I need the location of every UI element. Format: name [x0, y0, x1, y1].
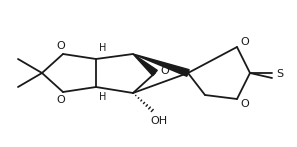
Text: S: S: [277, 69, 284, 79]
Polygon shape: [133, 54, 157, 76]
Text: O: O: [241, 99, 249, 109]
Text: O: O: [57, 41, 65, 51]
Text: H: H: [99, 43, 107, 53]
Text: O: O: [161, 66, 169, 76]
Text: OH: OH: [151, 116, 168, 126]
Text: O: O: [241, 37, 249, 47]
Text: O: O: [57, 95, 65, 105]
Text: H: H: [99, 92, 107, 102]
Polygon shape: [133, 54, 189, 76]
